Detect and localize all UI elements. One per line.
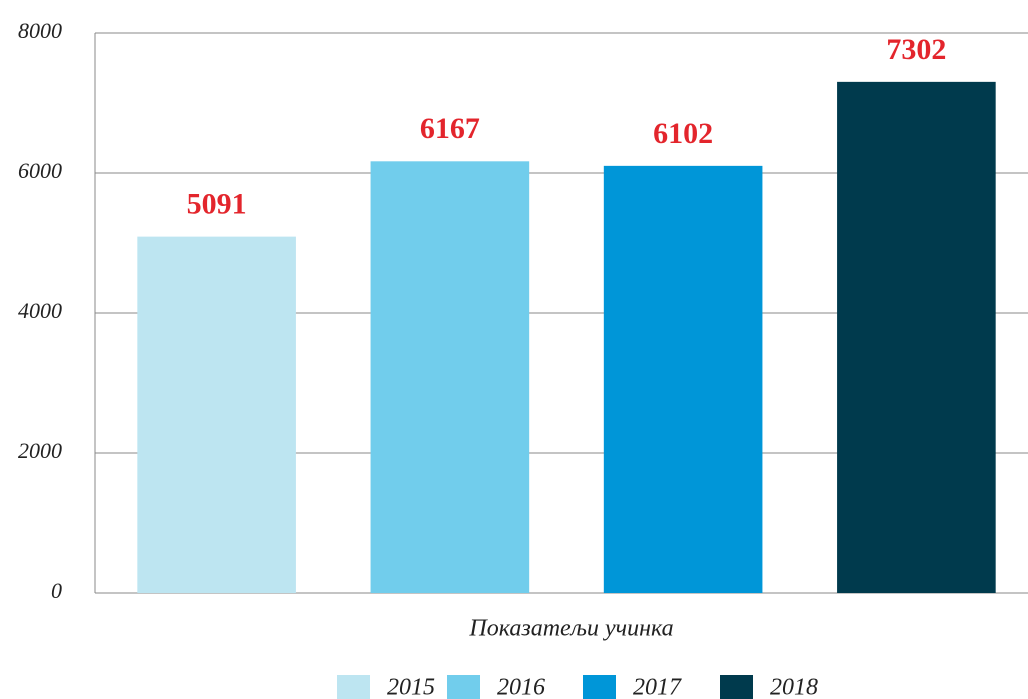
bar	[137, 236, 296, 593]
legend-label: 2016	[497, 675, 545, 699]
x-tick-label: Показатељи учинка	[468, 616, 673, 642]
value-label: 5091	[187, 188, 247, 221]
y-tick-label: 6000	[18, 158, 62, 183]
legend-label: 2017	[633, 675, 682, 699]
legend-label: 2015	[387, 675, 435, 699]
bar	[837, 81, 996, 594]
legend-swatch	[447, 675, 480, 699]
legend-swatch	[583, 675, 616, 699]
value-label: 6102	[653, 117, 713, 150]
value-label: 7302	[886, 33, 946, 66]
y-tick-label: 0	[51, 578, 62, 603]
bar	[370, 161, 530, 593]
legend-label: 2018	[770, 675, 818, 699]
value-label: 6167	[420, 112, 480, 145]
bar	[603, 165, 763, 594]
legend-swatch	[337, 675, 370, 699]
legend-swatch	[720, 675, 753, 699]
y-tick-label: 4000	[18, 298, 62, 323]
y-tick-label: 2000	[18, 438, 62, 463]
y-tick-label: 8000	[18, 18, 62, 43]
